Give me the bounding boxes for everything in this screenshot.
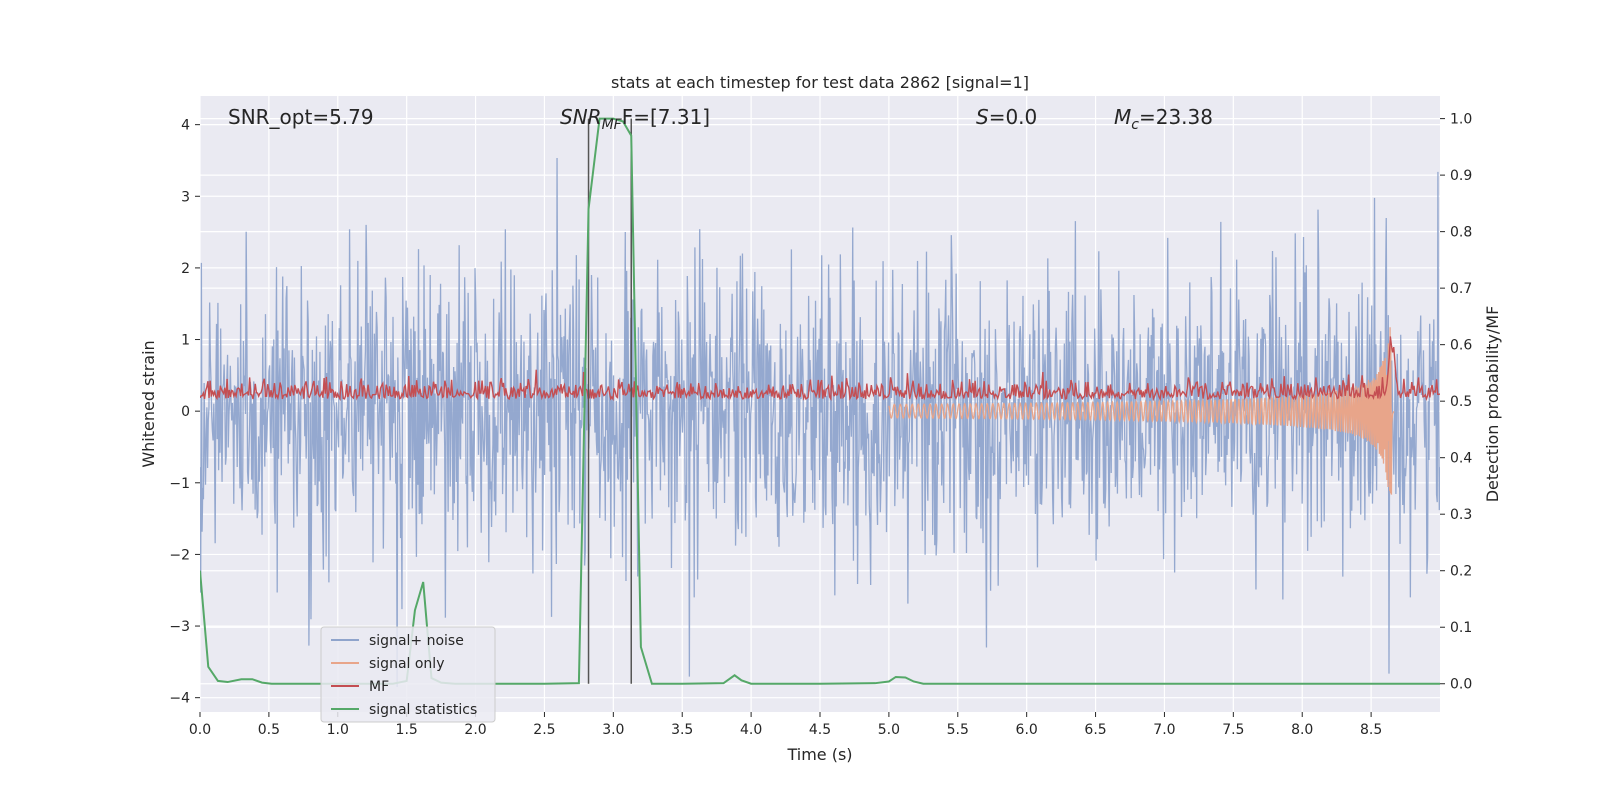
series-mf — [200, 336, 1440, 402]
legend-label-signal-only: signal only — [369, 656, 444, 672]
annotation-snr-mf: SNRMFF=[7.31] — [560, 105, 710, 133]
y-axis-label-right: Detection probability/MF — [1483, 306, 1502, 503]
y-tick-label: 3 — [181, 189, 190, 205]
x-tick-label: 1.5 — [396, 722, 418, 738]
y-right-tick-label: 0.1 — [1450, 620, 1472, 636]
x-tick-label: 5.0 — [878, 722, 900, 738]
x-axis-label: Time (s) — [786, 745, 852, 764]
x-tick-label: 6.0 — [1016, 722, 1038, 738]
annotation-s-main: S — [976, 105, 989, 129]
legend-label-mf: MF — [369, 679, 389, 695]
y-tick-label: −2 — [169, 547, 190, 563]
legend-label-signal-noise: signal+ noise — [369, 633, 464, 649]
annotation-s-value: =0.0 — [989, 105, 1038, 129]
chart-title: stats at each timestep for test data 286… — [611, 73, 1029, 92]
y-right-tick-label: 0.8 — [1450, 225, 1472, 241]
x-tick-label: 0.5 — [258, 722, 280, 738]
x-tick-label: 5.5 — [947, 722, 969, 738]
y-right-tick-label: 0.6 — [1450, 338, 1472, 354]
legend-entry-signal-statistics: signal statistics — [331, 702, 477, 718]
y-right-tick-label: 0.5 — [1450, 394, 1472, 410]
x-tick-label: 2.0 — [464, 722, 486, 738]
annotation-mc-sub: c — [1131, 117, 1139, 133]
y-tick-label: −1 — [169, 476, 190, 492]
y-tick-label: 4 — [181, 118, 190, 134]
x-tick-label: 6.5 — [1084, 722, 1106, 738]
legend-entry-signal-noise: signal+ noise — [331, 633, 464, 649]
x-tick-label: 1.0 — [327, 722, 349, 738]
y-right-tick-label: 1.0 — [1450, 112, 1472, 128]
series-signal-noise — [200, 157, 1440, 687]
series-signal-only — [888, 327, 1395, 495]
x-tick-label: 7.5 — [1222, 722, 1244, 738]
x-tick-label: 8.0 — [1291, 722, 1313, 738]
annotation-snr-mf-value: F=[7.31] — [622, 105, 710, 129]
annotation-snr-mf-sub: MF — [602, 117, 623, 133]
annotation-s: S=0.0 — [976, 105, 1037, 129]
legend-entry-signal-only: signal only — [331, 656, 444, 672]
x-tick-label: 7.0 — [1153, 722, 1175, 738]
x-tick-label: 0.0 — [189, 722, 211, 738]
x-tick-label: 3.5 — [671, 722, 693, 738]
series-signal-statistics — [200, 117, 1440, 685]
legend: signal+ noise signal only MF signal stat… — [320, 626, 496, 723]
axes: 0.0 0.5 1.0 1.5 2.0 2.5 3.0 3.5 4.0 4.5 5.0 5.5 6.0 6… — [169, 112, 1472, 738]
y-right-tick-label: 0.0 — [1450, 677, 1472, 693]
annotation-mc-value: =23.38 — [1139, 105, 1213, 129]
y-tick-label: 1 — [181, 333, 190, 349]
annotation-snr-opt: SNR_opt=5.79 — [228, 105, 374, 129]
y-tick-label: 0 — [181, 404, 190, 420]
y-tick-label: −3 — [169, 619, 190, 635]
y-right-tick-label: 0.9 — [1450, 168, 1472, 184]
x-tick-label: 3.0 — [602, 722, 624, 738]
x-tick-label: 2.5 — [533, 722, 555, 738]
y-right-tick-label: 0.2 — [1450, 564, 1472, 580]
x-tick-label: 8.5 — [1360, 722, 1382, 738]
y-axis-label: Whitened strain — [139, 340, 158, 467]
plot-area — [200, 117, 1440, 687]
y-right-tick-label: 0.4 — [1450, 451, 1472, 467]
annotation-mc-main: M — [1114, 105, 1131, 129]
y-right-tick-label: 0.7 — [1450, 281, 1472, 297]
legend-label-signal-statistics: signal statistics — [369, 702, 477, 718]
x-tick-label: 4.0 — [740, 722, 762, 738]
x-tick-label: 4.5 — [809, 722, 831, 738]
annotations: SNR_opt=5.79 SNRMFF=[7.31] S=0.0 Mc=23.3… — [228, 105, 1213, 133]
y-right-tick-label: 0.3 — [1450, 507, 1472, 523]
legend-entry-mf: MF — [331, 679, 389, 695]
y-tick-label: 2 — [181, 261, 190, 277]
legend-box — [320, 626, 496, 723]
y-tick-label: −4 — [169, 691, 190, 707]
annotation-snr-mf-main: SNR — [560, 105, 602, 129]
annotation-mc: Mc=23.38 — [1114, 105, 1213, 133]
